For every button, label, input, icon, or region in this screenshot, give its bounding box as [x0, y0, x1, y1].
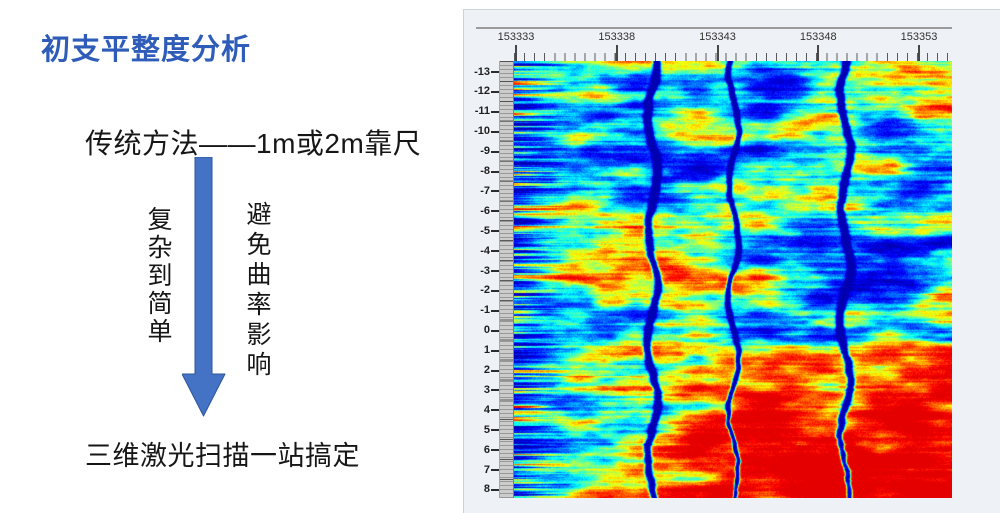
x-tick-label: 153353 [900, 31, 938, 43]
y-tick-dash [491, 349, 500, 352]
y-tick-label: 4 [483, 403, 490, 416]
x-tick-label: 153343 [699, 31, 736, 43]
y-tick-dash [491, 469, 500, 471]
y-tick-dash [491, 130, 500, 133]
left-ruler-strip [499, 61, 514, 498]
y-tick-dash [491, 329, 500, 332]
y-tick-label: -7 [480, 184, 490, 197]
y-tick-dash [491, 230, 500, 233]
y-tick-label: -5 [480, 224, 490, 237]
y-tick-label: -12 [474, 85, 490, 98]
y-tick-label: 1 [483, 344, 490, 357]
x-tick-label: 153348 [799, 31, 837, 43]
top-ruler-line [476, 27, 952, 29]
x-tick-label: 153338 [598, 31, 636, 43]
x-axis-minor-ticks [514, 53, 952, 61]
y-tick-label: -9 [480, 145, 490, 158]
y-tick-dash [491, 369, 500, 372]
y-tick-label: -2 [480, 284, 490, 297]
y-tick-dash [491, 309, 500, 312]
y-tick-label: -8 [480, 165, 490, 177]
y-tick-dash [491, 150, 500, 153]
y-tick-dash [491, 250, 500, 253]
conclusion-text: 三维激光扫描一站搞定 [85, 441, 360, 471]
y-tick-label: 7 [483, 463, 490, 476]
y-tick-dash [491, 190, 500, 193]
y-tick-label: -3 [480, 264, 490, 277]
y-tick-dash [491, 409, 500, 412]
y-tick-label: 0 [483, 324, 490, 337]
y-tick-label: 3 [483, 383, 490, 396]
y-tick-dash [491, 449, 500, 452]
scan-viewer-panel: 153333 153338 153343 153348 153353 -13 -12 -11… [463, 9, 1000, 513]
y-tick-label: -6 [480, 204, 490, 217]
arrow-right-label: 避免曲率影响 [243, 201, 271, 381]
y-tick-dash [491, 488, 500, 491]
y-tick-dash [491, 110, 500, 113]
page-title: 初支平整度分析 [41, 34, 252, 66]
y-tick-label: 8 [483, 483, 490, 496]
y-tick-label: -1 [480, 304, 490, 317]
traditional-method-text: 传统方法——1m或2m靠尺 [85, 128, 422, 159]
arrow-left-label: 复杂到简单 [144, 206, 172, 346]
y-tick-dash [491, 90, 500, 93]
x-tick-label: 153333 [497, 31, 535, 43]
y-tick-dash [491, 289, 500, 292]
y-tick-dash [491, 210, 500, 213]
y-tick-label: 2 [483, 364, 490, 376]
y-tick-dash [491, 429, 500, 432]
y-tick-label: -10 [474, 125, 490, 138]
y-tick-dash [491, 170, 500, 173]
y-tick-dash [491, 71, 500, 73]
y-tick-dash [491, 270, 500, 272]
y-tick-label: -13 [474, 65, 490, 78]
y-tick-label: 6 [483, 443, 490, 456]
y-tick-label: -4 [480, 244, 490, 257]
flatness-heatmap [514, 61, 952, 498]
down-arrow-icon [182, 157, 226, 417]
y-tick-dash [491, 389, 500, 392]
y-tick-label: 5 [483, 423, 490, 436]
y-tick-label: -11 [474, 105, 490, 118]
